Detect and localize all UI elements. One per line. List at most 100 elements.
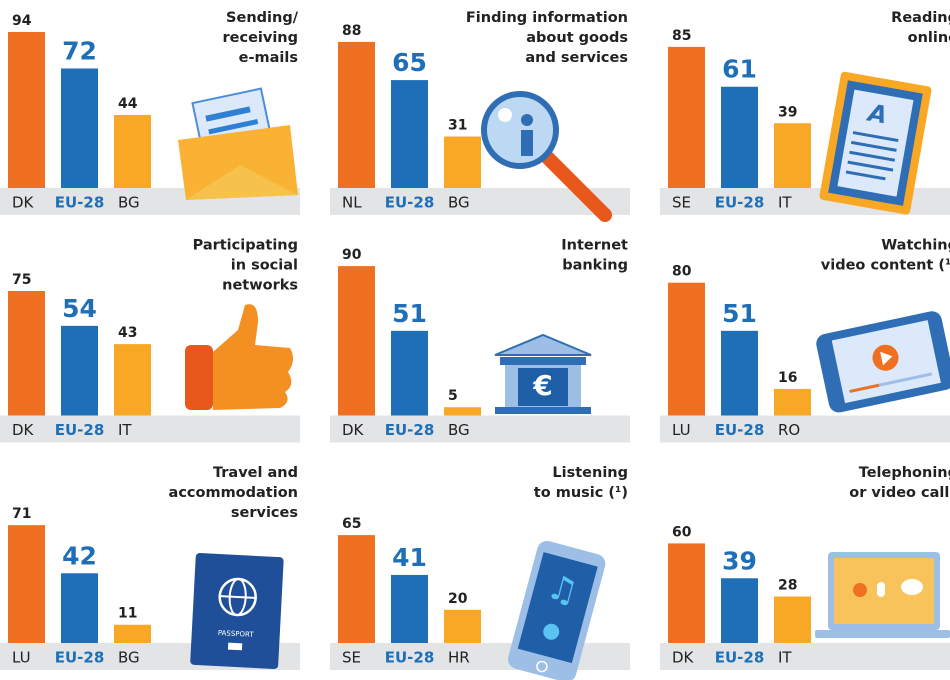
value-label: 42 xyxy=(62,541,97,570)
bar xyxy=(114,344,151,415)
bar xyxy=(444,137,481,188)
email-icon xyxy=(178,89,298,200)
bar xyxy=(721,331,758,416)
category-label: RO xyxy=(778,421,800,439)
value-label: 20 xyxy=(448,591,468,607)
baseline-band xyxy=(330,643,630,670)
category-label: DK xyxy=(12,194,35,212)
value-label: 90 xyxy=(342,247,362,263)
panel-title: accommodation xyxy=(169,485,298,501)
bar xyxy=(721,578,758,643)
bar xyxy=(668,283,705,416)
bar xyxy=(114,625,151,643)
panel-title: about goods xyxy=(526,30,628,46)
panel-title: Finding information xyxy=(466,10,628,26)
category-label: BG xyxy=(118,649,140,667)
bar xyxy=(8,291,45,416)
bar xyxy=(444,407,481,415)
category-label: EU-28 xyxy=(385,421,435,439)
category-label: DK xyxy=(342,421,365,439)
infographic: 94DK72EU-2844BGSending/receivinge-mails8… xyxy=(0,0,950,680)
icons: A € PASSPORT xyxy=(178,71,950,680)
category-label: EU-28 xyxy=(55,649,105,667)
value-label: 94 xyxy=(12,13,32,29)
panel-title: Travel and xyxy=(213,465,298,481)
category-label: EU-28 xyxy=(715,194,765,212)
value-label: 65 xyxy=(392,48,427,77)
passport-icon: PASSPORT xyxy=(190,553,284,669)
category-label: IT xyxy=(118,421,132,439)
baseline-band xyxy=(660,643,950,670)
panel-title: Sending/ xyxy=(226,10,299,26)
category-label: EU-28 xyxy=(715,421,765,439)
panel-title: Telephoning xyxy=(859,465,950,481)
baseline-band xyxy=(0,416,300,443)
value-label: 85 xyxy=(672,28,691,44)
bar xyxy=(444,610,481,643)
value-label: 75 xyxy=(12,272,31,288)
category-label: NL xyxy=(342,194,362,212)
bar xyxy=(668,543,705,643)
bar xyxy=(774,389,811,416)
bar xyxy=(338,266,375,415)
panel-title: online xyxy=(908,30,950,46)
panel-title: banking xyxy=(562,258,628,274)
category-label: SE xyxy=(342,649,361,667)
panel-title: receiving xyxy=(222,30,298,46)
value-label: 41 xyxy=(392,543,427,572)
panel-title: in social xyxy=(231,258,298,274)
value-label: 28 xyxy=(778,578,797,594)
value-label: 43 xyxy=(118,325,137,341)
bar xyxy=(61,573,98,643)
bank-icon: € xyxy=(495,335,591,414)
category-label: DK xyxy=(12,421,35,439)
panel-title: networks xyxy=(222,278,298,294)
category-label: HR xyxy=(448,649,470,667)
category-label: BG xyxy=(448,194,470,212)
value-label: 16 xyxy=(778,370,797,386)
baseline-band xyxy=(330,416,630,443)
value-label: 88 xyxy=(342,23,361,39)
category-label: EU-28 xyxy=(385,194,435,212)
bar xyxy=(774,597,811,643)
category-label: LU xyxy=(672,421,691,439)
value-label: 65 xyxy=(342,516,361,532)
value-label: 72 xyxy=(62,36,97,65)
panel-title: Watching xyxy=(881,238,950,254)
category-label: SE xyxy=(672,194,691,212)
value-label: 5 xyxy=(448,388,458,404)
panel-title: to music (¹) xyxy=(534,485,628,501)
bar xyxy=(61,326,98,416)
bar xyxy=(338,535,375,643)
bar xyxy=(774,123,811,188)
baseline-band xyxy=(660,416,950,443)
category-label: EU-28 xyxy=(55,421,105,439)
svg-text:€: € xyxy=(532,369,552,402)
panel-title: video content (¹) xyxy=(821,258,950,274)
panel-title: services xyxy=(231,505,298,521)
value-label: 60 xyxy=(672,524,692,540)
value-label: 51 xyxy=(392,299,427,328)
bar xyxy=(391,331,428,416)
category-label: LU xyxy=(12,649,31,667)
bar xyxy=(8,525,45,643)
panel-title: e-mails xyxy=(239,50,298,66)
value-label: 71 xyxy=(12,506,31,522)
category-label: BG xyxy=(448,421,470,439)
bar xyxy=(391,80,428,188)
like-icon xyxy=(185,304,293,410)
bar xyxy=(391,575,428,643)
category-label: BG xyxy=(118,194,140,212)
category-label: IT xyxy=(778,649,792,667)
value-label: 39 xyxy=(722,546,757,575)
panel-title: or video calls xyxy=(849,485,950,501)
bar xyxy=(668,47,705,188)
panel-title: Reading xyxy=(891,10,950,26)
value-label: 51 xyxy=(722,299,757,328)
panel-title: Listening xyxy=(552,465,628,481)
value-label: 80 xyxy=(672,264,692,280)
panel-title: Participating xyxy=(193,238,298,254)
bar xyxy=(114,115,151,188)
call-icon xyxy=(815,552,950,638)
category-label: IT xyxy=(778,194,792,212)
